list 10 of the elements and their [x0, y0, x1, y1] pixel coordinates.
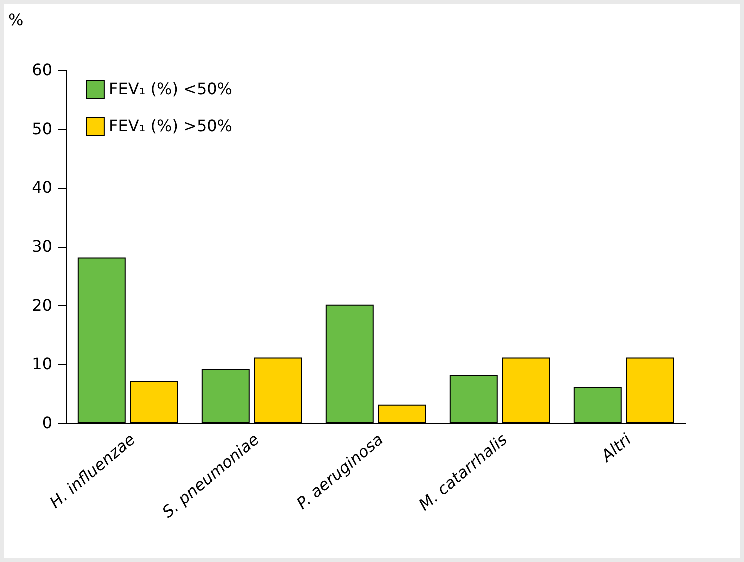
- y-tick-label: 20: [32, 296, 52, 315]
- y-tick-label: 10: [32, 354, 52, 374]
- y-tick-label: 40: [32, 178, 52, 198]
- y-axis-title: %: [8, 10, 24, 30]
- y-tick-label: 0: [42, 414, 52, 432]
- y-tick-label: 30: [32, 237, 52, 256]
- legend-label: FEV₁ (%) >50%: [109, 116, 232, 136]
- y-tick-label: 50: [32, 119, 52, 138]
- legend-label: FEV₁ (%) <50%: [109, 80, 232, 98]
- y-tick-label: 60: [32, 60, 52, 80]
